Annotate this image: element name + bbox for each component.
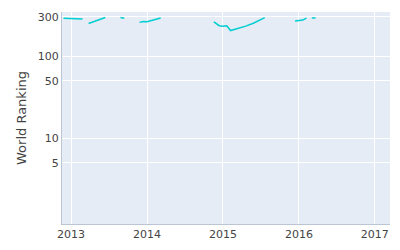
svg-text:50: 50 — [45, 75, 59, 88]
svg-text:2015: 2015 — [209, 228, 237, 241]
svg-text:10: 10 — [45, 132, 59, 145]
svg-text:2017: 2017 — [361, 228, 389, 241]
svg-text:5: 5 — [52, 157, 59, 170]
svg-text:2014: 2014 — [133, 228, 161, 241]
svg-text:2016: 2016 — [285, 228, 313, 241]
svg-text:2013: 2013 — [57, 228, 85, 241]
svg-text:300: 300 — [38, 11, 59, 24]
svg-text:100: 100 — [38, 50, 59, 63]
svg-text:World Ranking: World Ranking — [14, 71, 29, 165]
